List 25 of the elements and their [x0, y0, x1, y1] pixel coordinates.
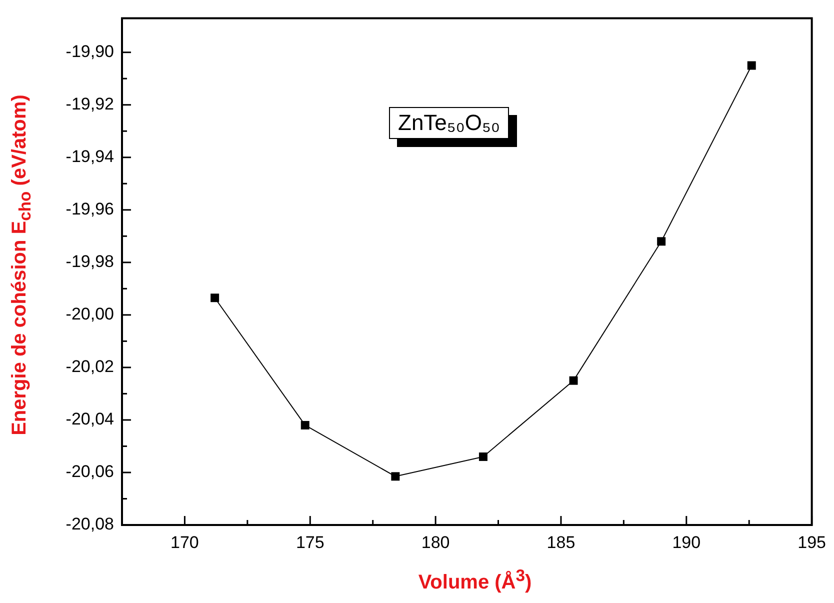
point — [657, 237, 666, 246]
y-tick-label: -19,90 — [66, 42, 114, 62]
y-tick-label: -20,08 — [66, 514, 114, 534]
x-axis-title: Volume (Å$^{3}$) — [417, 566, 533, 595]
point — [210, 294, 220, 302]
point — [747, 61, 756, 70]
annotation: ZnTe₅₀O₅₀ — [389, 107, 510, 139]
y-tick-label: -20,02 — [66, 357, 114, 376]
point — [478, 452, 488, 461]
x-tick-label: 175 — [296, 532, 324, 552]
x-tick-label: 185 — [546, 532, 576, 552]
x-tick-label: 195 — [798, 532, 826, 552]
y-tick-label: -19,94 — [66, 147, 114, 166]
x-tick-label: 180 — [421, 532, 450, 552]
y-tick-label: -19,92 — [66, 94, 114, 114]
x-tick-label: 190 — [672, 532, 701, 552]
y-tick-label: -20,06 — [66, 462, 114, 482]
point — [300, 420, 310, 430]
point — [569, 376, 578, 385]
y-tick-label: -19,98 — [66, 252, 114, 272]
y-tick-label: -20,04 — [66, 410, 114, 429]
y-tick-label: -20,00 — [66, 304, 114, 324]
y-tick-label: -19,96 — [66, 200, 114, 219]
point — [391, 472, 400, 481]
x-tick-label: 170 — [170, 532, 199, 552]
